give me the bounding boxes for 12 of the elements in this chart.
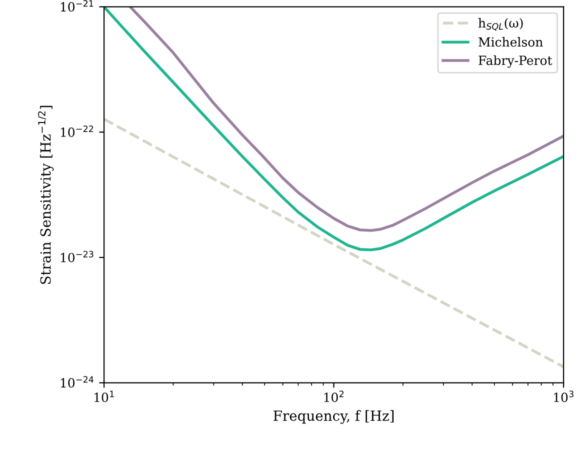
y-tick-label: 10$^{−24}$ xyxy=(60,376,94,388)
y-axis-title: Strain Sensitivity [Hz$^{−1/2}$] xyxy=(38,106,54,284)
x-tick-label: 10$^{2}$ xyxy=(324,390,344,402)
y-tick-label: 10$^{−22}$ xyxy=(60,126,94,137)
x-tick-label: 10$^{3}$ xyxy=(554,390,574,402)
legend-label: Michelson xyxy=(478,37,543,47)
y-tick-label: 10$^{−21}$ xyxy=(60,0,94,12)
x-axis-title: Frequency, f [Hz] xyxy=(274,410,394,424)
legend-label: h$_{SQL}$(ω) xyxy=(478,18,523,31)
y-tick-label: 10$^{−23}$ xyxy=(60,250,94,262)
x-tick-label: 10$^{1}$ xyxy=(94,390,114,402)
legend-label: Fabry-Perot xyxy=(478,55,552,68)
